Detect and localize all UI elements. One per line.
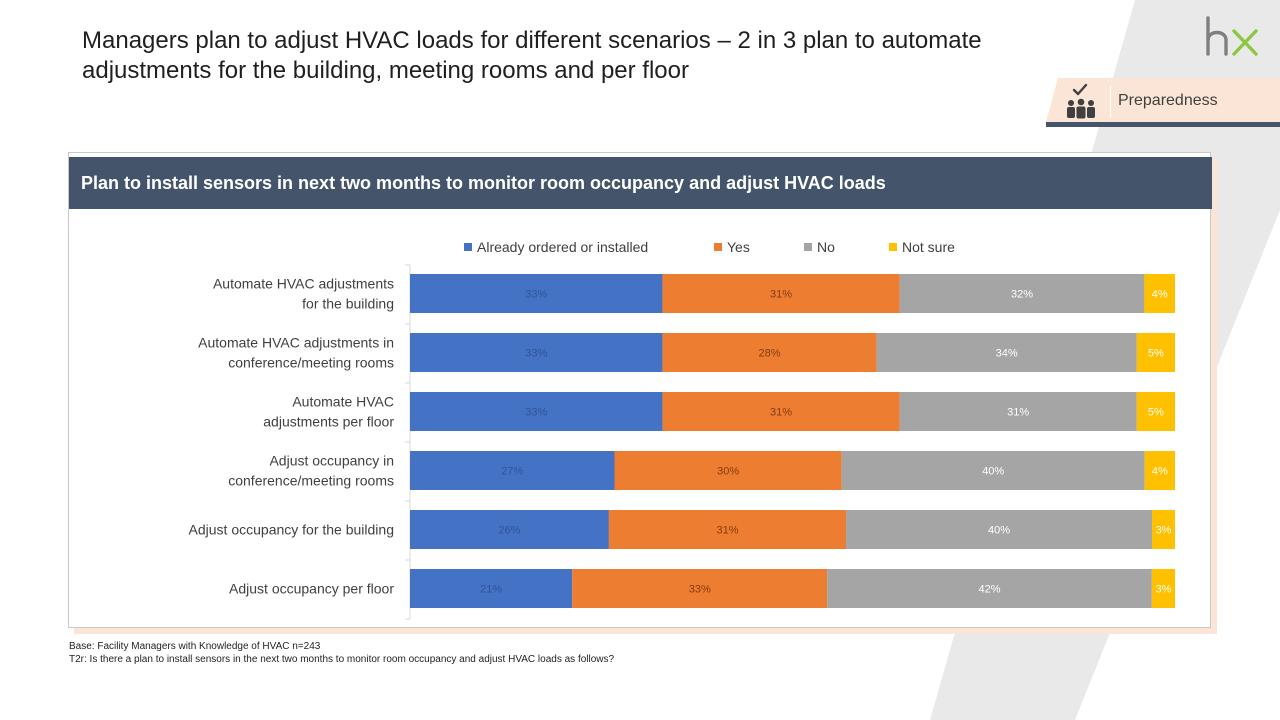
data-label: 4% <box>1152 466 1168 478</box>
badge-label: Preparedness <box>1118 92 1218 109</box>
bar-segment <box>410 451 615 490</box>
badge-divider <box>1110 86 1111 118</box>
bar-segment <box>899 392 1137 431</box>
data-label: 31% <box>716 525 738 537</box>
chart-panel-header: Plan to install sensors in next two mont… <box>69 157 1212 209</box>
bar-segment <box>827 569 1152 608</box>
data-label: 4% <box>1152 289 1168 301</box>
bar-segment <box>662 274 900 313</box>
bar-segment <box>1151 569 1175 608</box>
legend-swatch <box>804 243 812 251</box>
data-label: 32% <box>1011 289 1033 301</box>
section-badge: Preparedness <box>1046 78 1280 128</box>
data-label: 42% <box>979 584 1001 596</box>
data-label: 31% <box>770 289 792 301</box>
legend-swatch <box>889 243 897 251</box>
slide-title: Managers plan to adjust HVAC loads for d… <box>82 27 982 84</box>
data-label: 31% <box>1007 407 1029 419</box>
data-label: 31% <box>770 407 792 419</box>
bar-segment <box>1144 451 1175 490</box>
badge-shape <box>1046 78 1280 127</box>
data-label: 30% <box>717 466 739 478</box>
bar-segment <box>1136 392 1175 431</box>
bar-segment <box>410 569 573 608</box>
category-label: conference/meeting rooms <box>228 473 394 489</box>
data-label: 33% <box>689 584 711 596</box>
bar-segment <box>1152 510 1175 549</box>
footnote-question: T2r: Is there a plan to install sensors … <box>69 654 615 665</box>
bar-segment <box>1144 274 1175 313</box>
category-label: adjustments per floor <box>263 414 394 430</box>
team-checkmark-icon <box>1067 83 1095 119</box>
data-label: 34% <box>996 348 1018 360</box>
footnote-base: Base: Facility Managers with Knowledge o… <box>69 641 321 652</box>
chart-panel: Plan to install sensors in next two mont… <box>68 152 1212 628</box>
bar-segment <box>572 569 828 608</box>
data-label: 28% <box>759 348 781 360</box>
bar-segment <box>899 274 1145 313</box>
category-label: Adjust occupancy per floor <box>229 581 394 597</box>
category-label: conference/meeting rooms <box>228 355 394 371</box>
bar-segment <box>614 451 842 490</box>
bar-segment <box>410 510 609 549</box>
category-label: Adjust occupancy in <box>269 453 394 469</box>
data-label: 40% <box>988 525 1010 537</box>
category-label: Automate HVAC adjustments in <box>198 335 394 351</box>
legend-label: Yes <box>727 239 750 255</box>
data-label: 26% <box>498 525 520 537</box>
data-label: 21% <box>480 584 502 596</box>
legend-label: Already ordered or installed <box>477 239 648 255</box>
data-label: 40% <box>982 466 1004 478</box>
legend-swatch <box>714 243 722 251</box>
data-label: 5% <box>1148 348 1164 360</box>
bar-segment <box>662 392 900 431</box>
category-label: for the building <box>302 296 394 312</box>
bar-segment <box>410 333 663 372</box>
category-label: Automate HVAC <box>292 394 394 410</box>
bar-segment <box>662 333 877 372</box>
bar-segment <box>410 274 663 313</box>
legend-label: Not sure <box>902 239 955 255</box>
hx-logo: hx <box>1206 16 1258 56</box>
bar-segment <box>841 451 1145 490</box>
data-label: 33% <box>525 407 547 419</box>
bar-segment <box>876 333 1137 372</box>
data-label: 27% <box>501 466 523 478</box>
bar-segment <box>1136 333 1175 372</box>
legend-label: No <box>817 239 835 255</box>
data-label: 3% <box>1155 584 1171 596</box>
bar-segment <box>846 510 1153 549</box>
data-label: 33% <box>525 348 547 360</box>
data-label: 5% <box>1148 407 1164 419</box>
data-label: 3% <box>1156 525 1172 537</box>
category-label: Adjust occupancy for the building <box>189 522 394 538</box>
legend-swatch <box>464 243 472 251</box>
bar-segment <box>410 392 663 431</box>
category-label: Automate HVAC adjustments <box>213 276 394 292</box>
stacked-bar-chart: Already ordered or installed Yes No Not sur… <box>189 239 1175 620</box>
bar-segment <box>608 510 847 549</box>
data-label: 33% <box>525 289 547 301</box>
